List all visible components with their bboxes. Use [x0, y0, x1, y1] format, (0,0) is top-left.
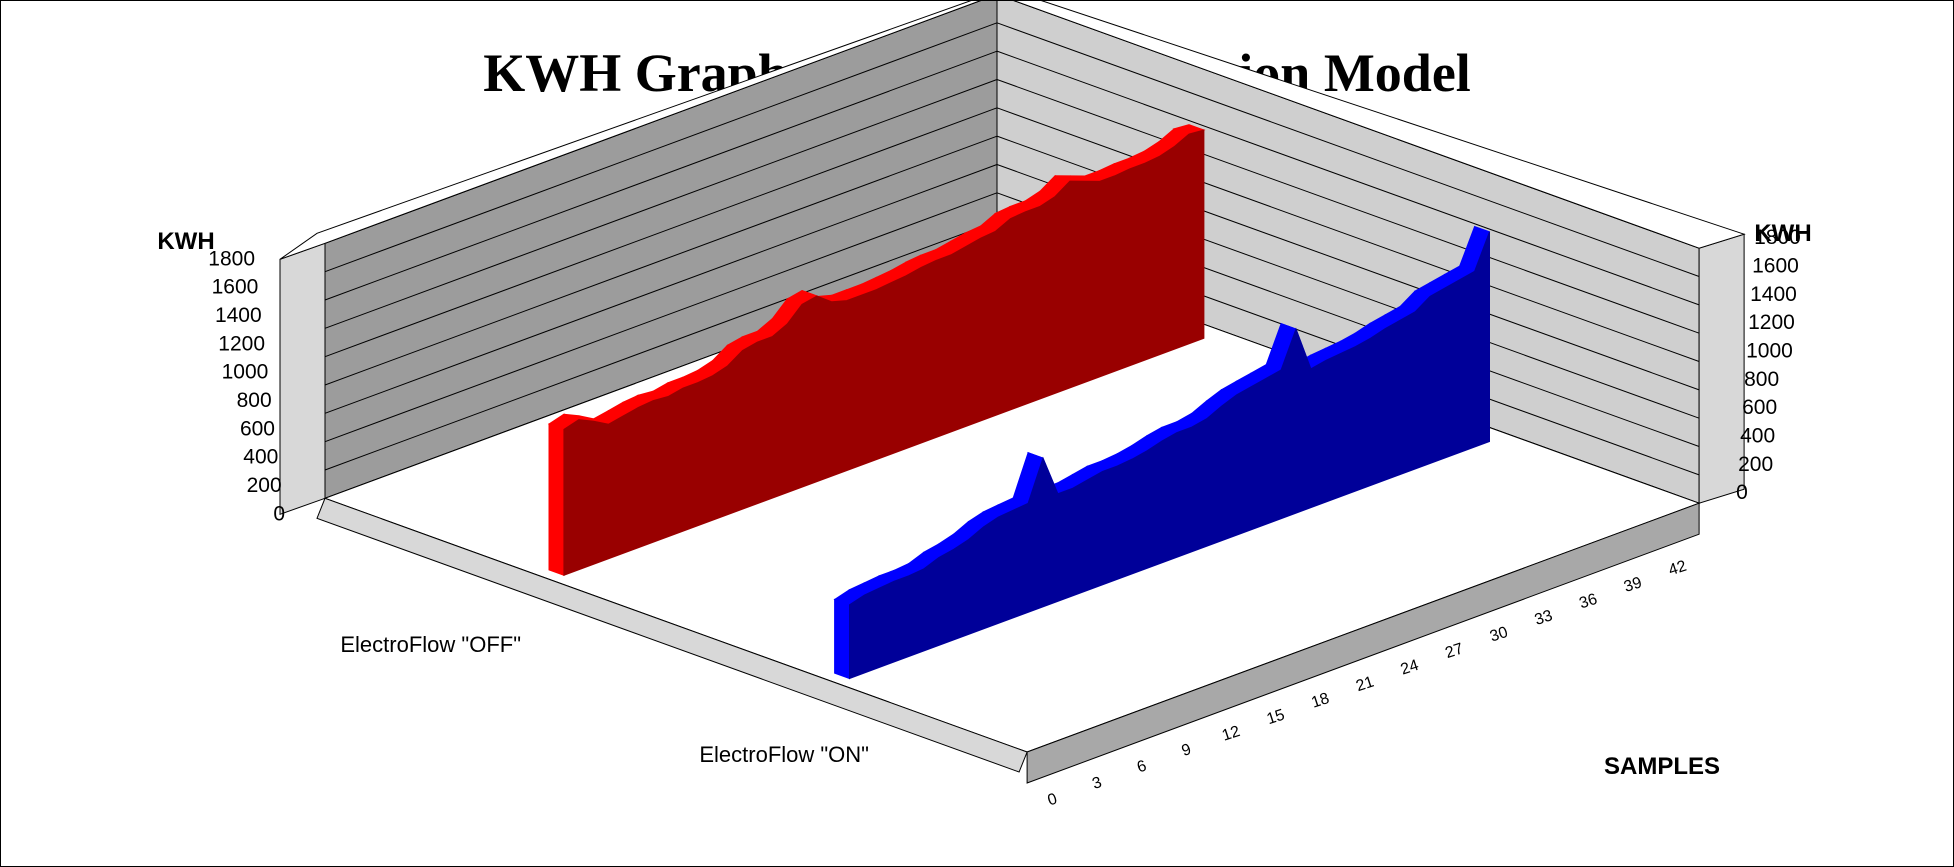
series-1-ribbon	[833, 225, 1491, 680]
y-tick-label-left: 1000	[222, 361, 269, 384]
back-wall-top	[279, 1, 981, 260]
y-tick-label-left: 600	[240, 417, 275, 440]
y-tick-label-left: 400	[243, 446, 278, 469]
y-tick-label-right: 400	[1740, 425, 1775, 448]
y-tick-label-left: 1200	[218, 332, 265, 355]
y-axis-title-left: KWH	[157, 228, 214, 255]
gridline-back	[324, 79, 998, 329]
y-tick-label-right: 1200	[1748, 311, 1795, 334]
x-tick-label: 30	[1488, 624, 1510, 646]
series-label-on: ElectroFlow "ON"	[699, 742, 869, 767]
side-wall-top	[1013, 1, 1746, 249]
gridline-side	[996, 107, 1700, 362]
series-label-off: ElectroFlow "OFF"	[340, 632, 521, 657]
x-tick-label: 21	[1354, 673, 1376, 695]
x-tick-label: 33	[1533, 607, 1555, 629]
gridline-back	[324, 50, 998, 301]
y-tick-label-right: 1000	[1746, 340, 1793, 363]
x-tick-label: 12	[1220, 723, 1242, 745]
y-tick-label-left: 1600	[212, 276, 259, 299]
y-tick-label-right: 200	[1738, 453, 1773, 476]
series-0-end-cap	[548, 423, 565, 577]
series-0-face	[563, 129, 1205, 577]
series-1-face	[849, 231, 1490, 680]
y-tick-label-left: 1800	[208, 247, 255, 270]
y-tick-label-right: 1400	[1750, 283, 1797, 306]
gridline-back	[324, 164, 998, 414]
series-1-end-cap	[834, 598, 850, 680]
series-0-ribbon	[547, 124, 1206, 577]
floor-edge-front	[1026, 502, 1700, 784]
x-tick-label: 0	[1046, 791, 1060, 810]
x-tick-label: 18	[1309, 690, 1331, 712]
gridline-back	[324, 107, 998, 358]
plot-area: 0 200 400 600 800 1000 1200 1400 1600 1800 0 200 400…	[208, 1, 1801, 809]
x-tick-label: 24	[1399, 657, 1421, 679]
x-tick-label: 42	[1667, 558, 1689, 580]
gridline-side	[996, 22, 1700, 277]
gridline-back	[324, 192, 998, 443]
gridline-back	[324, 220, 998, 471]
x-tick-label: 15	[1265, 706, 1287, 728]
floor-edge-left	[316, 497, 1028, 773]
x-tick-label: 9	[1180, 741, 1194, 760]
x-tick-label: 6	[1135, 757, 1149, 776]
gridline-back	[324, 135, 998, 386]
gridline-side	[996, 79, 1700, 334]
x-tick-label: 36	[1577, 591, 1599, 613]
gridline-side	[996, 50, 1700, 306]
y-tick-label-left: 200	[247, 474, 282, 497]
y-tick-label-right: 800	[1744, 368, 1779, 391]
x-tick-label: 3	[1090, 774, 1104, 793]
back-wall-edge	[279, 242, 326, 516]
y-tick-label-right: 1800	[1754, 226, 1801, 249]
y-tick-label-left: 800	[237, 389, 272, 412]
y-axis-title-right: KWH	[1754, 220, 1811, 247]
y-tick-label-right: 0	[1736, 481, 1748, 504]
y-tick-label-left: 0	[273, 502, 285, 525]
x-tick-label: 39	[1622, 574, 1644, 596]
y-tick-label-right: 1600	[1752, 255, 1799, 278]
y-tick-label-left: 1400	[215, 304, 262, 327]
y-tick-label-right: 600	[1742, 396, 1777, 419]
x-axis-title: SAMPLES	[1604, 753, 1720, 780]
gridline-back	[324, 22, 998, 273]
x-tick-label: 27	[1443, 640, 1465, 662]
